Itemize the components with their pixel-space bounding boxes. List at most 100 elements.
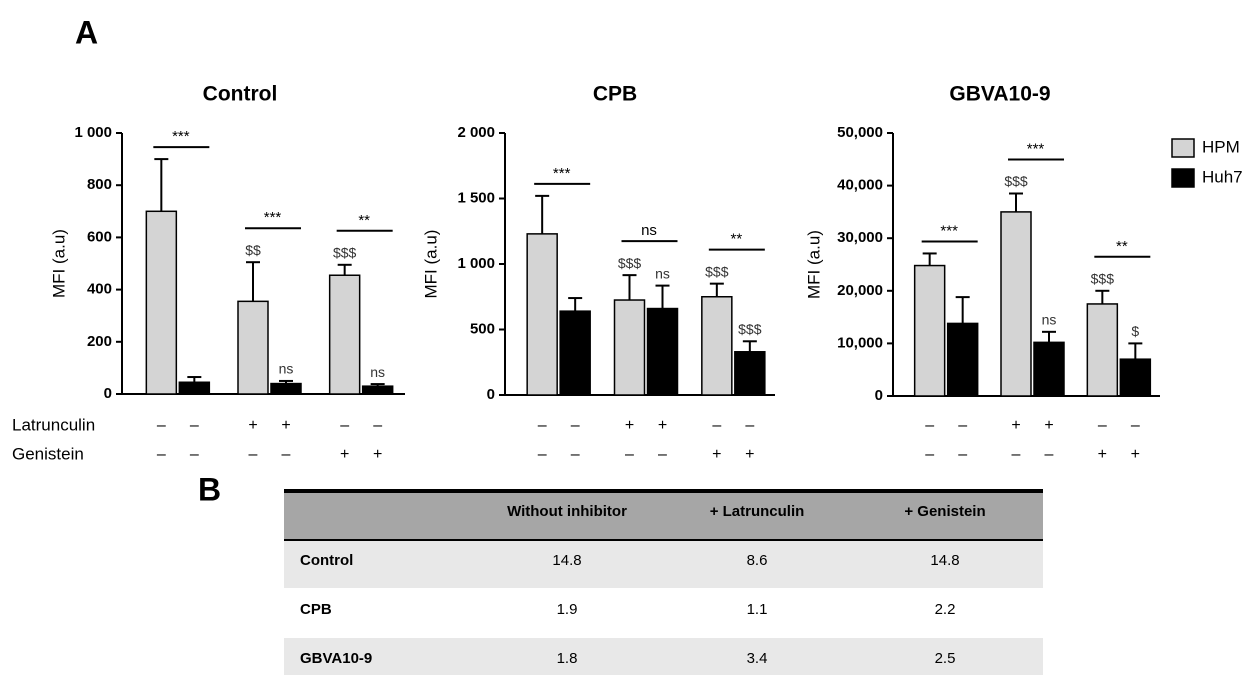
row-label: Control <box>300 552 353 569</box>
bar <box>613 299 646 396</box>
table-header: + Genistein <box>904 503 985 520</box>
bar-label: $$$ <box>705 263 729 279</box>
bar-label: $$$ <box>333 245 357 261</box>
bar <box>145 210 178 395</box>
cell: 2.5 <box>935 650 956 667</box>
table-header-bg <box>284 491 1043 540</box>
significance-label: ** <box>1116 238 1128 255</box>
significance-label: *** <box>1027 140 1045 157</box>
bar <box>237 300 269 395</box>
y-axis-label: MFI (a.u) <box>804 230 823 299</box>
condition-mark: – <box>625 446 634 463</box>
cell: 14.8 <box>930 552 959 569</box>
row-label: GBVA10-9 <box>300 650 372 667</box>
condition-mark: – <box>958 446 967 463</box>
bar-label: $$ <box>245 242 261 258</box>
y-tick-label: 600 <box>87 228 112 245</box>
legend-label: HPM <box>1202 137 1240 156</box>
bar-label: ns <box>279 361 294 377</box>
chart-title: GBVA10-9 <box>949 83 1050 106</box>
significance-label: *** <box>940 222 958 239</box>
y-tick-label: 2 000 <box>457 124 495 141</box>
condition-mark: – <box>658 446 667 463</box>
condition-mark: – <box>538 446 547 463</box>
bar <box>1086 303 1119 397</box>
y-tick-label: 500 <box>470 320 495 337</box>
condition-mark: – <box>1045 446 1054 463</box>
table-row-bg <box>284 638 1043 675</box>
condition-mark: – <box>190 446 199 463</box>
condition-mark: – <box>571 446 580 463</box>
y-tick-label: 1 500 <box>457 189 495 206</box>
y-tick-label: 10,000 <box>837 334 883 351</box>
condition-mark: + <box>1044 417 1053 434</box>
bar <box>1119 358 1152 397</box>
condition-mark: – <box>190 417 199 434</box>
cell: 8.6 <box>747 552 768 569</box>
bar <box>361 385 394 395</box>
cell: 2.2 <box>935 601 956 618</box>
bar <box>559 310 591 396</box>
bar-label: $$$ <box>738 321 762 337</box>
condition-name: Genistein <box>12 444 84 463</box>
condition-mark: + <box>658 417 667 434</box>
condition-mark: + <box>340 446 349 463</box>
y-axis-label: MFI (a.u) <box>49 229 68 298</box>
condition-mark: – <box>1131 417 1140 434</box>
condition-name: Latrunculin <box>12 415 95 434</box>
legend-swatch <box>1171 138 1195 158</box>
bar <box>1000 211 1032 397</box>
condition-mark: – <box>157 446 166 463</box>
condition-mark: – <box>340 417 349 434</box>
y-tick-label: 0 <box>487 386 495 403</box>
y-tick-label: 1 000 <box>457 255 495 272</box>
condition-mark: – <box>571 417 580 434</box>
condition-mark: + <box>373 446 382 463</box>
y-tick-label: 800 <box>87 176 112 193</box>
panel-label: A <box>75 14 98 50</box>
significance-label: *** <box>553 165 571 182</box>
condition-mark: – <box>249 446 258 463</box>
condition-mark: – <box>1012 446 1021 463</box>
condition-mark: – <box>712 417 721 434</box>
bar <box>913 264 946 397</box>
table-header: Without inhibitor <box>507 503 627 520</box>
condition-mark: + <box>1098 446 1107 463</box>
bar-label: $$$ <box>1091 271 1115 287</box>
chart-title: CPB <box>593 83 637 106</box>
condition-mark: – <box>282 446 291 463</box>
bar <box>734 351 766 396</box>
row-label: CPB <box>300 601 332 618</box>
bar <box>270 382 302 395</box>
y-tick-label: 20,000 <box>837 282 883 299</box>
y-tick-label: 40,000 <box>837 177 883 194</box>
bar-label: ns <box>655 265 670 281</box>
significance-label: ** <box>358 212 370 229</box>
condition-mark: – <box>538 417 547 434</box>
condition-mark: – <box>925 446 934 463</box>
bar <box>646 307 679 396</box>
bar-label: $ <box>1131 323 1139 339</box>
bar <box>328 274 361 395</box>
y-tick-label: 30,000 <box>837 229 883 246</box>
table-row-bg <box>284 541 1043 588</box>
y-tick-label: 0 <box>104 385 112 402</box>
bar <box>1033 341 1065 397</box>
bar-label: ns <box>370 364 385 380</box>
significance-label: ** <box>730 231 742 248</box>
y-axis-label: MFI (a.u) <box>421 230 440 299</box>
condition-mark: + <box>281 417 290 434</box>
cell: 1.8 <box>557 650 578 667</box>
y-tick-label: 1 000 <box>74 124 112 141</box>
y-tick-label: 0 <box>875 387 883 404</box>
condition-mark: – <box>373 417 382 434</box>
condition-mark: + <box>248 417 257 434</box>
panel-label: B <box>198 471 221 507</box>
chart-title: Control <box>203 83 278 106</box>
condition-mark: + <box>1131 446 1140 463</box>
legend-swatch <box>1171 168 1195 188</box>
bar <box>178 381 211 395</box>
bar-label: $$$ <box>1004 173 1028 189</box>
bar <box>946 322 979 397</box>
